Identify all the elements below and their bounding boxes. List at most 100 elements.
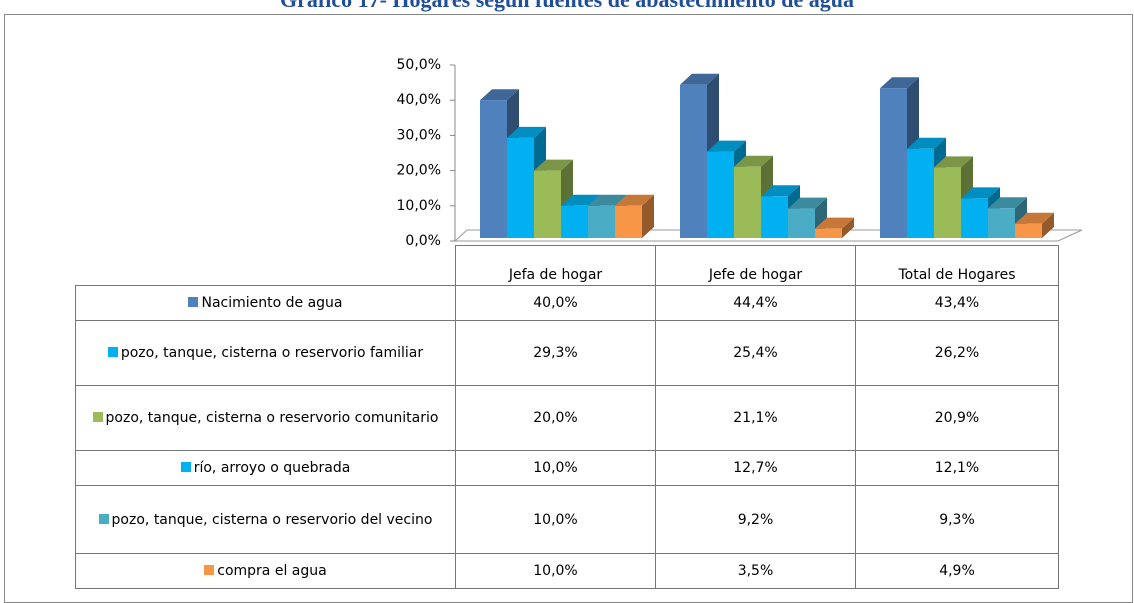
y-tick-label: 40,0% [397,92,441,108]
bar-top [707,140,746,152]
bar-side [1042,212,1054,238]
bar-front [588,205,615,238]
value-cell: 25,4% [655,320,856,386]
value-cell: 44,4% [655,285,856,321]
value-cell: 29,3% [455,320,656,386]
bar-front [988,208,1015,238]
value-cell: 20,0% [455,385,656,451]
bar-front [734,166,761,238]
value-cell: 40,0% [455,285,656,321]
bar-top [815,217,854,229]
legend-cell: Nacimiento de agua [75,285,456,321]
bar-top [788,197,827,209]
series-row: río, arroyo o quebrada 10,0% 12,7% 12,1% [75,450,1059,486]
floor [453,229,1083,242]
bar-top [907,137,946,149]
legend-swatch [204,565,215,575]
value-cell: 10,0% [455,553,656,589]
series-row: pozo, tanque, cisterna o reservorio comu… [75,385,1059,451]
bar-top [934,156,973,168]
bar-top [615,194,654,206]
bar [815,217,854,238]
bar-front [707,151,734,238]
value-cell: 20,9% [855,385,1059,451]
legend-cell: compra el agua [75,553,456,589]
bar-front [480,100,507,238]
bar-front [1015,223,1042,238]
value-cell: 10,0% [455,485,656,554]
bar-top [561,194,600,206]
series-row: compra el agua 10,0% 3,5% 4,9% [75,553,1059,589]
y-tick-label: 20,0% [397,163,441,179]
legend-label: Nacimiento de agua [201,295,343,311]
legend-swatch [98,513,109,524]
bar-top [507,126,546,138]
bar-side [642,194,654,238]
bar-top [1015,212,1054,224]
bar-front [961,198,988,238]
header-row: Jefa de hogar Jefe de hogar Total de Hogar… [76,245,1059,286]
legend-cell: río, arroyo o quebrada [75,450,456,486]
legend-label: pozo, tanque, cisterna o reservorio del … [111,511,433,528]
series-row: pozo, tanque, cisterna o reservorio del … [75,485,1059,554]
legend-swatch [92,412,103,422]
bar-top [680,73,719,85]
y-tick-label: 0,0% [405,233,441,249]
bar-front [507,137,534,238]
legend-cell: pozo, tanque, cisterna o reservorio comu… [75,385,456,451]
bar-front [815,228,842,238]
bar-top [480,89,519,101]
value-cell: 43,4% [855,285,1059,321]
bar-front [907,148,934,238]
value-cell: 21,1% [655,385,856,451]
bar-top [761,185,800,197]
bar-front [761,196,788,238]
blank-cell [76,246,456,286]
category-label: Jefe de hogar [655,245,856,286]
bar-front [880,88,907,239]
bar-front [934,167,961,238]
y-tick-label: 50,0% [397,57,441,73]
value-cell: 12,7% [655,450,856,486]
value-cell: 3,5% [655,553,856,589]
bar-top [961,187,1000,199]
value-cell: 12,1% [855,450,1059,486]
legend-label: río, arroyo o quebrada [193,460,351,476]
bar [480,89,519,238]
legend-label: pozo, tanque, cisterna o reservorio comu… [105,410,439,426]
bar-front [788,208,815,238]
legend-swatch [180,462,191,472]
bar-top [534,159,573,171]
series-row: pozo, tanque, cisterna o reservorio fami… [75,320,1059,386]
bar-top [734,155,773,167]
category-label: Total de Hogares [855,245,1059,286]
series-row: Nacimiento de agua 40,0% 44,4% 43,4% [75,285,1059,321]
legend-cell: pozo, tanque, cisterna o reservorio del … [75,485,456,554]
legend-swatch [107,347,118,357]
bar-front [680,84,707,238]
bar [1015,212,1054,238]
bar-top [880,77,919,89]
value-cell: 4,9% [855,553,1059,589]
legend-swatch [188,297,199,307]
bar-front [561,205,588,238]
chart-title: Gráfico 17- Hogares según fuentes de aba… [280,0,854,12]
bar-front [615,205,642,238]
value-cell: 9,3% [855,485,1059,554]
category-label: Jefa de hogar [455,245,656,286]
bar [615,194,654,238]
y-tick-label: 10,0% [397,198,441,214]
legend-cell: pozo, tanque, cisterna o reservorio fami… [75,320,456,386]
data-table: Jefa de hogar Jefe de hogar Total de Hogar… [75,245,1059,589]
value-cell: 10,0% [455,450,656,486]
legend-label: compra el agua [217,563,327,579]
bar-side [842,217,854,238]
y-tick-label: 30,0% [397,127,441,143]
value-cell: 9,2% [655,485,856,554]
legend-label: pozo, tanque, cisterna o reservorio fami… [120,345,424,361]
bar-top [588,194,627,206]
bar-front [534,170,561,238]
bar-top [988,197,1027,209]
